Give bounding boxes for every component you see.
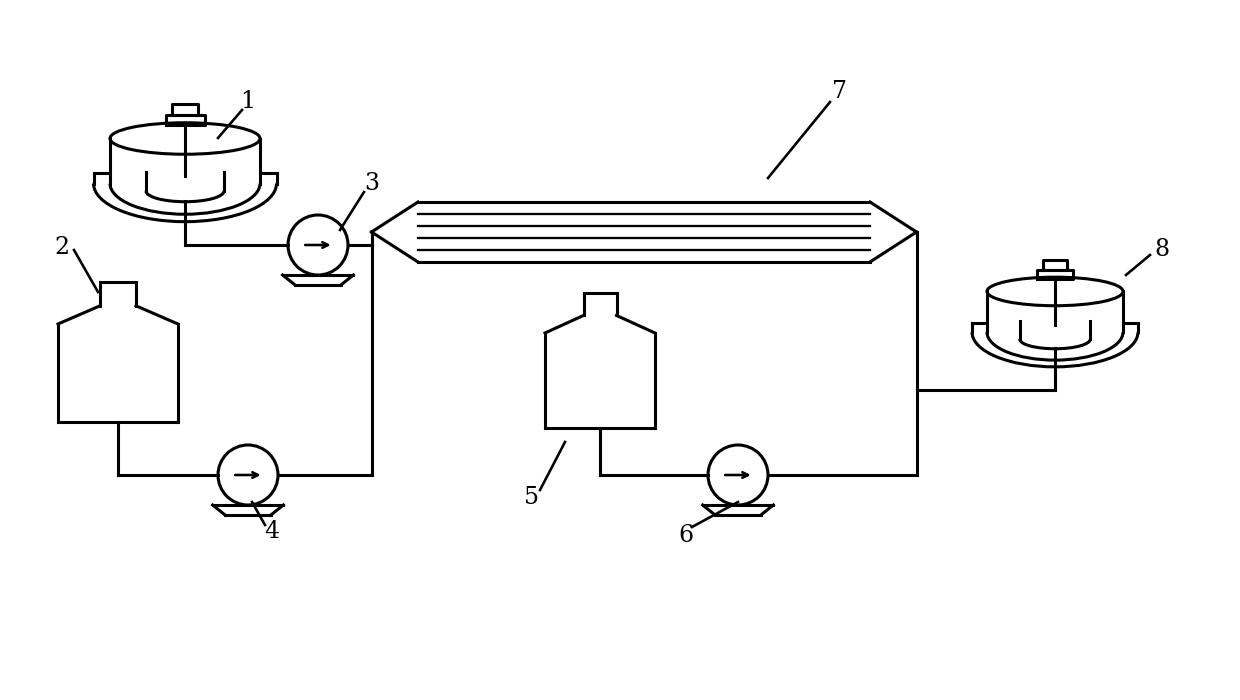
Text: 6: 6 [678, 524, 693, 547]
Text: 4: 4 [264, 521, 279, 543]
Text: 5: 5 [525, 486, 539, 510]
Text: 7: 7 [832, 80, 847, 104]
Text: 1: 1 [241, 90, 255, 113]
Text: 2: 2 [55, 237, 69, 260]
Text: 3: 3 [365, 172, 379, 195]
Text: 8: 8 [1154, 239, 1169, 262]
